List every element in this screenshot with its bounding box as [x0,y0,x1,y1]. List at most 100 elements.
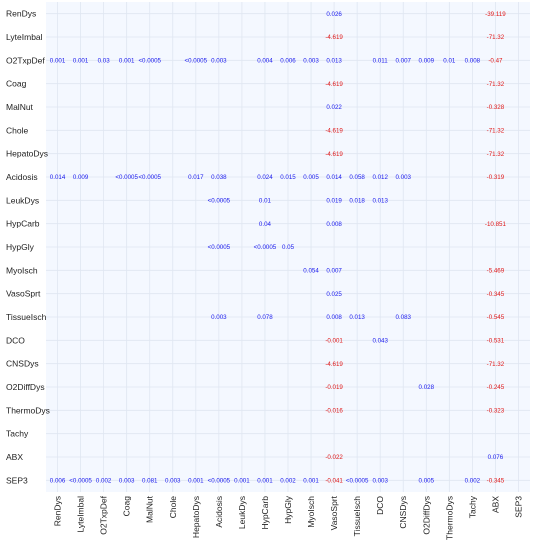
cell-value: -4.619 [325,34,343,41]
cell-value: 0.014 [50,174,66,181]
column-label: MalNut [145,495,155,523]
row-label: ThermoDys [6,405,50,415]
cell-value: 0.005 [419,478,435,485]
column-label: LeukDys [237,496,247,529]
cell-value: 0.011 [373,58,389,65]
column-label: HypGly [283,495,293,524]
cell-value: 0.002 [96,478,112,485]
cell-value: <0.0005 [138,174,161,181]
row-label: VasoSprt [6,289,41,299]
cell-value: 0.003 [211,58,227,65]
cell-value: -5.469 [487,268,505,275]
cell-value: -0.041 [325,478,343,485]
cell-value: 0.007 [326,268,342,275]
cell-value: <0.0005 [254,244,277,251]
cell-value: 0.001 [50,58,66,65]
column-label: SEP3 [513,496,523,518]
cell-value: 0.078 [257,314,273,321]
cell-value: -0.47 [488,58,503,65]
column-label: Coag [122,496,132,517]
cell-value: 0.001 [303,478,319,485]
cell-value: 0.003 [303,58,319,65]
row-label: TissueIsch [6,312,47,322]
cell-value: 0.054 [303,268,319,275]
cell-value: 0.028 [419,384,435,391]
cell-values: 0.026 -39.119 -4.619 -71.32 0.001 0.001 0.03 0.… [50,11,507,485]
row-label: O2TxpDef [6,55,45,65]
row-label: Chole [6,125,28,135]
cell-value: 0.058 [349,174,365,181]
cell-value: 0.001 [119,58,135,65]
column-label: LyteImbal [76,496,86,533]
cell-value: 0.025 [326,291,342,298]
row-label: O2DiffDys [6,382,45,392]
row-label: HepatoDys [6,149,48,159]
cell-value: 0.003 [372,478,388,485]
row-label: Acidosis [6,172,38,182]
cell-value: <0.0005 [185,58,208,65]
cell-value: -0.323 [487,408,505,415]
cell-value: 0.013 [326,58,342,65]
cell-value: -0.001 [325,338,343,345]
cell-value: 0.043 [372,338,388,345]
row-label: DCO [6,335,25,345]
cell-value: -0.345 [487,291,505,298]
row-labels: RenDys LyteImbal O2TxpDef Coag MalNut Chole He… [6,9,50,486]
cell-value: -71.32 [487,361,505,368]
column-label: MyoIsch [306,496,316,528]
cell-value: -71.32 [487,34,505,41]
cell-value: -0.545 [487,314,505,321]
cell-value: 0.002 [465,478,481,485]
row-label: HypCarb [6,219,40,229]
cell-value: -4.619 [325,128,343,135]
cell-value: 0.001 [257,478,273,485]
cell-value: -10.851 [485,221,507,228]
cell-value: -4.619 [325,81,343,88]
row-label: MyoIsch [6,265,38,275]
column-label: O2DiffDys [421,496,431,535]
column-labels: RenDys LyteImbal O2TxpDef Coag MalNut Chole He… [53,495,524,540]
cell-value: -0.016 [325,408,343,415]
cell-value: 0.024 [257,174,273,181]
cell-value: 0.008 [326,314,342,321]
cell-value: 0.008 [465,58,481,65]
cell-value: <0.0005 [346,478,369,485]
cell-value: 0.004 [257,58,273,65]
cell-value: 0.005 [303,174,319,181]
row-label: Tachy [6,429,29,439]
cell-value: -0.345 [487,478,505,485]
cell-value: 0.003 [119,478,135,485]
cell-value: 0.04 [259,221,272,228]
column-label: VasoSprt [329,495,339,530]
cell-value: 0.05 [282,244,295,251]
cell-value: 0.012 [372,174,388,181]
cell-value: 0.009 [73,174,89,181]
row-label: Coag [6,79,27,89]
cell-value: -71.32 [487,128,505,135]
row-label: CNSDys [6,359,39,369]
cell-value: 0.038 [211,174,227,181]
cell-value: 0.03 [98,58,111,65]
cell-value: -71.32 [487,151,505,158]
cell-value: 0.083 [395,314,411,321]
cell-value: 0.003 [211,314,227,321]
cell-value: 0.026 [326,11,342,18]
row-label: LyteImbal [6,32,43,42]
column-label: DCO [375,496,385,515]
cell-value: 0.014 [326,174,342,181]
cell-value: -0.019 [325,384,343,391]
cell-value: 0.013 [372,198,388,205]
cell-value: 0.001 [234,478,250,485]
cell-value: 0.015 [280,174,296,181]
cell-value: -0.319 [487,174,505,181]
grid-lines [46,2,530,492]
column-label: ThermoDys [444,496,454,540]
cell-value: -71.32 [487,81,505,88]
cell-value: <0.0005 [69,478,92,485]
cell-value: -0.022 [325,454,343,461]
cell-value: 0.006 [50,478,66,485]
cell-value: <0.0005 [208,244,231,251]
cell-value: 0.022 [326,104,342,111]
cell-value: 0.008 [326,221,342,228]
